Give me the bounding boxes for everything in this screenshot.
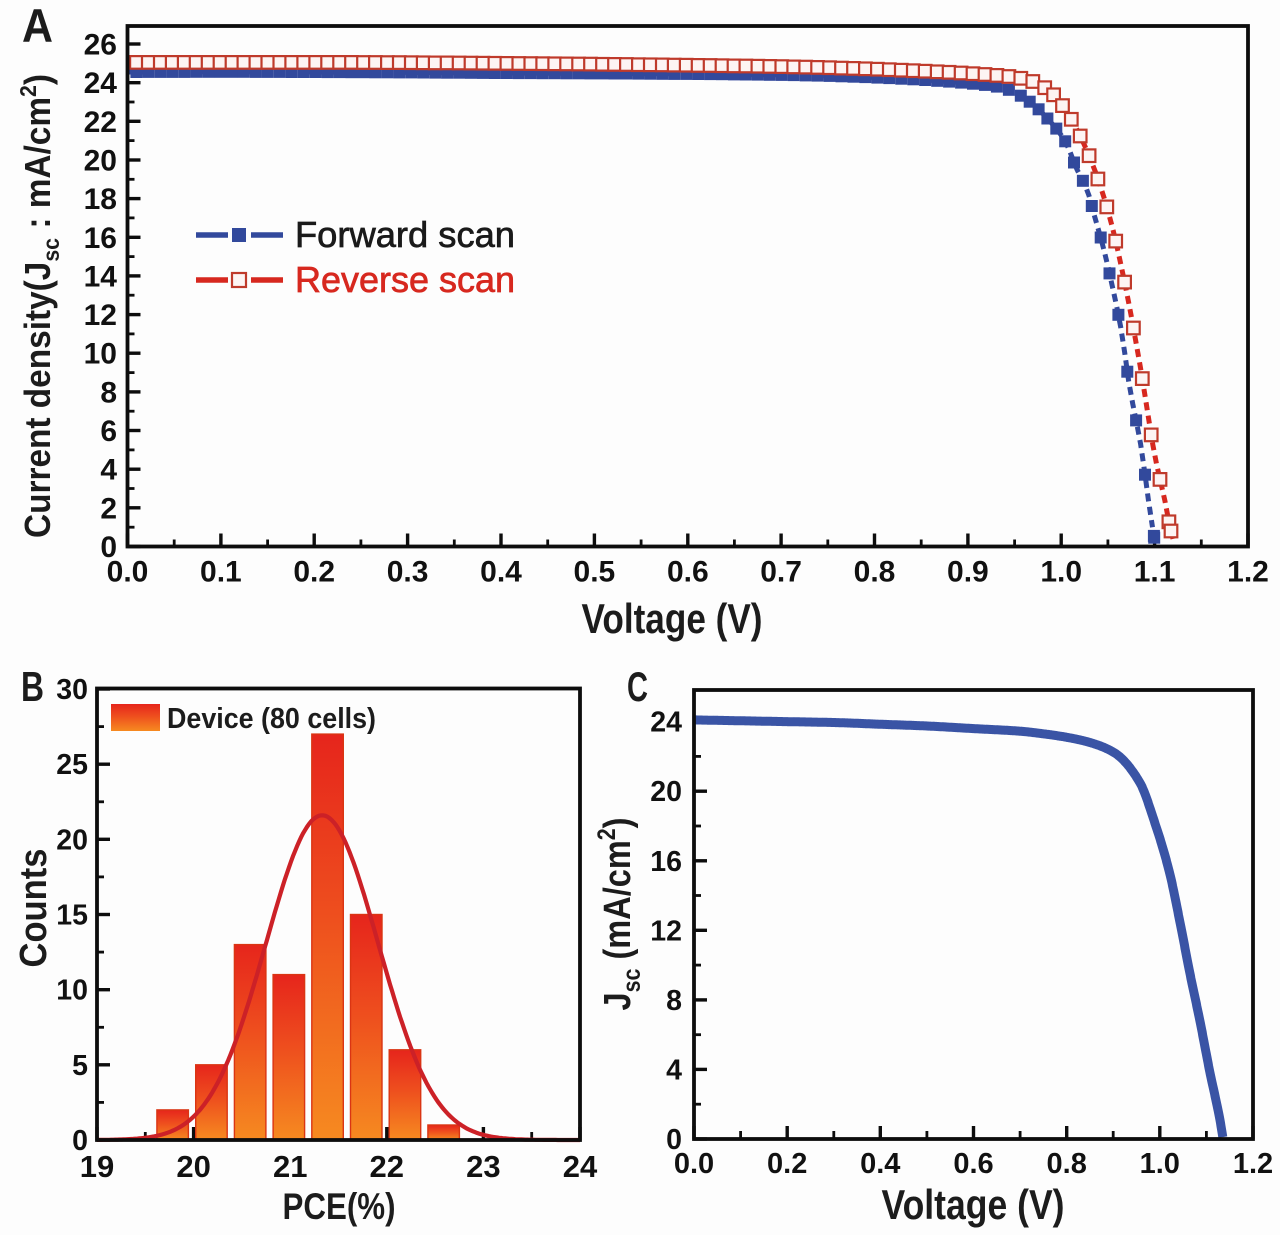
svg-text:1.0: 1.0 — [1040, 556, 1082, 589]
svg-text:0.8: 0.8 — [1047, 1148, 1087, 1180]
svg-text:0: 0 — [100, 531, 117, 564]
svg-text:0.6: 0.6 — [667, 556, 709, 589]
svg-text:Counts: Counts — [13, 849, 55, 968]
svg-text:Current density(Jsc : mA/cm2): Current density(Jsc : mA/cm2) — [15, 74, 64, 538]
svg-text:20: 20 — [650, 776, 682, 808]
svg-text:8: 8 — [666, 985, 682, 1017]
svg-text:A: A — [22, 0, 53, 52]
svg-text:2: 2 — [100, 492, 117, 525]
svg-text:23: 23 — [466, 1149, 500, 1184]
svg-text:0.8: 0.8 — [854, 556, 896, 589]
svg-text:26: 26 — [84, 29, 117, 62]
svg-text:4: 4 — [100, 454, 117, 487]
svg-text:Voltage (V): Voltage (V) — [882, 1181, 1065, 1228]
svg-text:4: 4 — [666, 1054, 682, 1086]
svg-text:19: 19 — [80, 1149, 114, 1184]
svg-text:10: 10 — [56, 975, 88, 1007]
svg-text:16: 16 — [650, 846, 682, 878]
svg-text:0.9: 0.9 — [947, 556, 989, 589]
svg-text:24: 24 — [563, 1149, 598, 1184]
svg-text:0.6: 0.6 — [953, 1148, 993, 1180]
svg-text:PCE(%): PCE(%) — [283, 1186, 396, 1227]
svg-text:18: 18 — [84, 183, 117, 216]
svg-text:0.7: 0.7 — [760, 556, 802, 589]
svg-text:5: 5 — [72, 1050, 88, 1082]
svg-text:0.0: 0.0 — [674, 1148, 714, 1180]
svg-text:0.4: 0.4 — [860, 1148, 900, 1180]
svg-text:0.0: 0.0 — [107, 556, 149, 589]
svg-text:Forward scan: Forward scan — [295, 214, 515, 255]
svg-text:16: 16 — [84, 222, 117, 255]
svg-text:12: 12 — [84, 299, 117, 332]
svg-text:1.2: 1.2 — [1227, 556, 1269, 589]
svg-text:Device (80 cells): Device (80 cells) — [167, 703, 376, 735]
svg-text:0.1: 0.1 — [200, 556, 242, 589]
svg-text:0.5: 0.5 — [574, 556, 616, 589]
svg-text:0: 0 — [72, 1125, 88, 1157]
svg-text:30: 30 — [56, 674, 88, 706]
svg-text:25: 25 — [56, 749, 88, 781]
svg-text:12: 12 — [650, 915, 682, 947]
svg-text:14: 14 — [84, 260, 118, 293]
svg-text:C: C — [627, 663, 648, 710]
svg-text:0.2: 0.2 — [293, 556, 335, 589]
svg-text:0.3: 0.3 — [387, 556, 429, 589]
svg-text:1.0: 1.0 — [1140, 1148, 1180, 1180]
svg-text:1.1: 1.1 — [1134, 556, 1176, 589]
svg-text:Reverse scan: Reverse scan — [295, 259, 515, 300]
svg-text:20: 20 — [84, 145, 117, 178]
svg-text:22: 22 — [84, 106, 117, 139]
svg-text:15: 15 — [56, 900, 88, 932]
svg-text:Voltage (V): Voltage (V) — [582, 595, 763, 642]
svg-text:6: 6 — [100, 415, 117, 448]
svg-text:10: 10 — [84, 338, 117, 371]
svg-text:1.2: 1.2 — [1233, 1148, 1273, 1180]
svg-text:0: 0 — [666, 1124, 682, 1156]
svg-text:20: 20 — [176, 1149, 210, 1184]
svg-text:21: 21 — [273, 1149, 307, 1184]
svg-text:0.4: 0.4 — [480, 556, 522, 589]
svg-text:8: 8 — [100, 376, 117, 409]
svg-text:24: 24 — [650, 707, 682, 739]
svg-text:B: B — [21, 663, 44, 710]
svg-text:0.2: 0.2 — [767, 1148, 807, 1180]
svg-text:22: 22 — [370, 1149, 404, 1184]
svg-text:20: 20 — [56, 824, 88, 856]
svg-text:24: 24 — [84, 67, 118, 100]
